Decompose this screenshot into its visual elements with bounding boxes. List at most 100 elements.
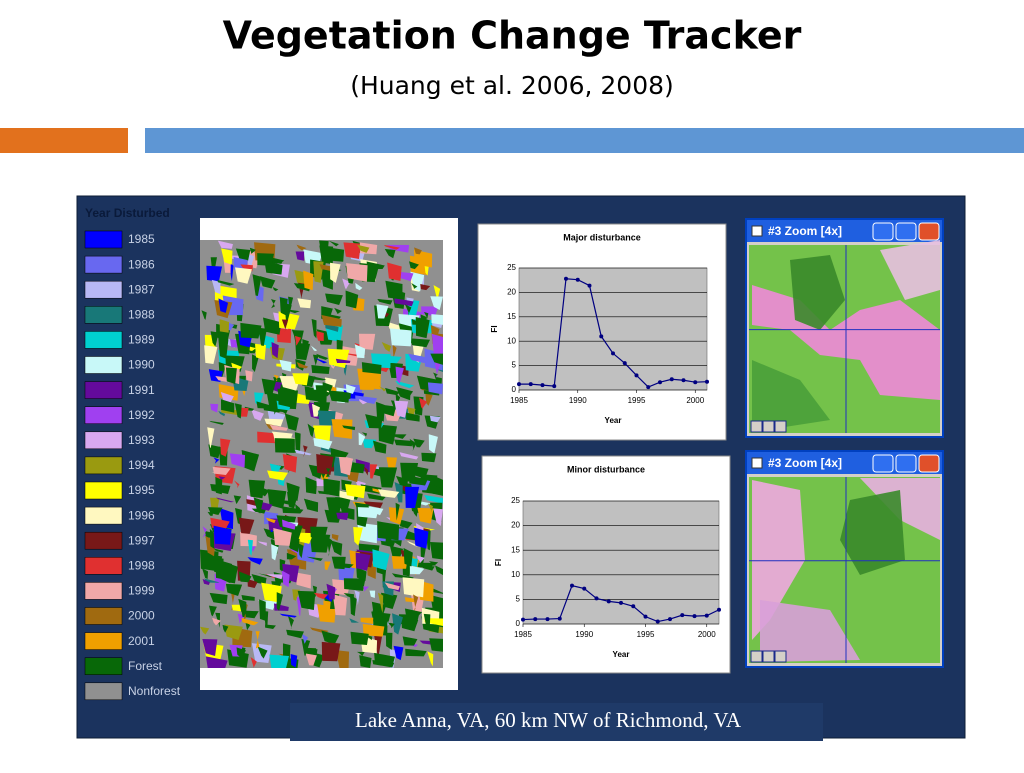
map-patch <box>218 337 229 359</box>
map-patch <box>395 366 404 384</box>
chart-title: Major disturbance <box>563 232 641 242</box>
map-patch <box>342 425 356 431</box>
map-patch <box>409 475 428 486</box>
legend-label: 1995 <box>128 483 155 497</box>
map-patch <box>343 242 361 259</box>
map-patch <box>202 639 218 657</box>
zoom-tool[interactable] <box>750 650 763 663</box>
map-patch <box>372 440 387 454</box>
data-point <box>517 382 521 387</box>
data-point <box>570 583 574 588</box>
map-patch <box>434 476 443 489</box>
legend-swatch <box>84 456 123 475</box>
map-patch <box>334 307 342 314</box>
legend-label: 1998 <box>128 558 155 572</box>
map-patch <box>333 562 354 569</box>
window-button[interactable] <box>895 222 917 241</box>
map-patch <box>385 387 400 396</box>
map-patch <box>372 549 390 571</box>
map-patch <box>212 617 221 626</box>
map-patch <box>208 444 221 459</box>
map-patch <box>414 247 422 255</box>
map-patch <box>202 568 209 580</box>
map-patch <box>357 244 370 253</box>
map-patch <box>209 420 224 425</box>
legend-label: 1991 <box>128 383 155 397</box>
map-patch <box>378 386 387 392</box>
map-patch <box>421 452 437 463</box>
map-patch <box>284 413 299 431</box>
map-patch <box>249 247 256 254</box>
map-patch <box>413 438 425 448</box>
map-patch <box>233 495 242 504</box>
legend-label: 1990 <box>128 358 155 372</box>
window-button[interactable] <box>918 222 940 241</box>
data-point <box>692 614 697 619</box>
map-patch <box>205 656 228 668</box>
map-patch <box>202 526 207 538</box>
zoom-tool[interactable] <box>762 420 775 433</box>
map-patch <box>434 362 441 379</box>
map-patch <box>378 424 397 445</box>
map-patch <box>282 454 298 473</box>
window-icon <box>751 457 763 469</box>
map-patch <box>315 385 328 405</box>
map-patch <box>313 592 329 600</box>
map-patch <box>387 622 395 629</box>
map-patch <box>432 588 443 594</box>
map-patch <box>405 648 427 657</box>
map-patch <box>359 655 372 668</box>
accent-bar <box>0 128 128 153</box>
map-patch <box>428 503 433 514</box>
zoom-tool[interactable] <box>774 420 787 433</box>
x-axis-label: Year <box>613 650 630 659</box>
map-patch <box>234 403 242 419</box>
map-patch <box>389 434 407 439</box>
data-point <box>704 613 709 618</box>
y-tick-label: 5 <box>512 361 517 370</box>
map-patch <box>405 486 420 508</box>
y-tick-label: 15 <box>511 545 520 554</box>
zoom-tool[interactable] <box>750 420 763 433</box>
map-patch <box>257 541 267 547</box>
map-patch <box>238 571 252 583</box>
data-point <box>622 361 627 366</box>
map-patch <box>399 452 419 460</box>
map-patch <box>321 630 340 645</box>
data-point <box>669 377 674 382</box>
map-patch <box>219 319 230 333</box>
zoom-patch <box>790 255 845 330</box>
map-patch <box>414 527 429 549</box>
zoom-tool[interactable] <box>774 650 787 663</box>
map-patch <box>307 423 315 438</box>
zoom-window: #3 Zoom [4x] <box>745 450 944 668</box>
map-patch <box>253 497 264 514</box>
window-button[interactable] <box>895 454 917 473</box>
data-point <box>594 596 599 601</box>
map-patch <box>369 464 378 479</box>
map-patch <box>314 357 328 364</box>
map-patch <box>429 638 443 652</box>
map-patch <box>247 579 258 589</box>
data-point <box>705 379 709 384</box>
window-button[interactable] <box>872 222 894 241</box>
map-patch <box>241 594 255 601</box>
x-axis-label: Year <box>605 416 622 425</box>
window-button[interactable] <box>918 454 940 473</box>
legend-label: 1987 <box>128 282 155 296</box>
map-patch <box>240 322 262 339</box>
map-patch <box>315 330 324 342</box>
map-patch <box>365 414 383 429</box>
map-patch <box>271 341 279 359</box>
map-patch <box>259 276 276 289</box>
y-axis-label: FI <box>494 559 503 566</box>
y-tick-label: 10 <box>507 336 516 345</box>
map-patch <box>238 517 255 534</box>
zoom-tool[interactable] <box>762 650 775 663</box>
map-patch <box>269 463 282 474</box>
map-patch <box>409 261 419 270</box>
map-patch <box>271 544 279 561</box>
map-patch <box>432 372 438 378</box>
window-button[interactable] <box>872 454 894 473</box>
map-patch <box>217 279 235 286</box>
